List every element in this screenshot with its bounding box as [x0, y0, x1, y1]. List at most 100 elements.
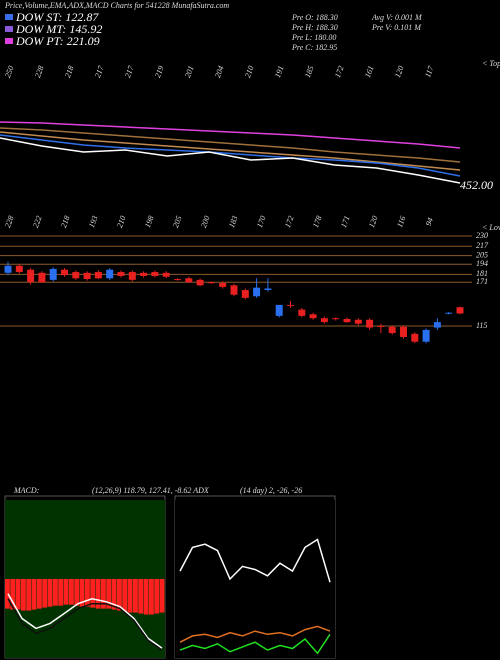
low-label: 200: [199, 215, 212, 229]
histogram-bar: [138, 579, 144, 614]
low-label: 198: [143, 215, 156, 229]
info-text: Pre C: 182.95: [291, 43, 337, 52]
histogram-bar: [95, 579, 101, 609]
histogram-bar: [69, 579, 74, 605]
low-label: 228: [3, 215, 16, 229]
top-label: 250: [3, 65, 16, 79]
line-series: [0, 134, 461, 177]
info-text: Pre V: 0.101 M: [371, 23, 422, 32]
histogram-bar: [101, 579, 106, 609]
candle-body: [219, 282, 227, 287]
top-label: 185: [303, 65, 316, 79]
candle-body: [185, 278, 193, 283]
top-label: 219: [153, 65, 166, 79]
legend-swatch: [5, 14, 13, 20]
candle-body: [94, 272, 102, 279]
low-label: 178: [311, 215, 324, 229]
tops-caption: < Tops: [482, 59, 500, 68]
candle-body: [400, 326, 407, 337]
candle-body: [230, 285, 238, 295]
candle-body: [422, 329, 430, 342]
histogram-bar: [159, 579, 165, 613]
candle-body: [445, 312, 453, 314]
info-text: Avg V: 0.001 M: [371, 13, 423, 22]
candle-body: [128, 272, 136, 280]
candle-body: [38, 272, 46, 283]
candle-body: [196, 279, 204, 286]
histogram-bar: [37, 579, 42, 609]
histogram-bar: [10, 579, 16, 610]
y-tick-label: 217: [476, 241, 489, 250]
histogram-bar: [85, 579, 90, 607]
y-tick-label: 171: [476, 277, 488, 286]
candle-body: [298, 309, 306, 316]
candle-body: [15, 265, 23, 273]
line-series: [7, 598, 163, 651]
candle-body: [354, 319, 362, 324]
top-label: 201: [183, 65, 196, 79]
candle-body: [332, 318, 340, 320]
panel-bg: [175, 500, 335, 658]
info-text: Pre O: 188.30: [291, 13, 338, 22]
candle-body: [275, 304, 283, 316]
candle-body: [388, 326, 396, 334]
histogram-bar: [5, 579, 10, 609]
legend-text: DOW MT: 145.92: [15, 22, 102, 36]
chart-title: Price,Volume,EMA,ADX,MACD Charts for 541…: [4, 1, 229, 10]
candle-body: [117, 272, 125, 276]
histogram-bar: [42, 579, 48, 608]
histogram-bar: [26, 579, 32, 611]
histogram-bar: [117, 579, 122, 611]
candle-body: [4, 265, 12, 273]
low-label: 205: [171, 215, 184, 229]
low-label: 94: [424, 216, 435, 227]
top-label: 218: [63, 65, 76, 79]
histogram-bar: [149, 579, 154, 615]
line-series: [7, 593, 163, 649]
candle-body: [140, 272, 148, 276]
candle-body: [72, 272, 80, 279]
candle-body: [411, 333, 419, 342]
histogram-bar: [143, 579, 149, 615]
y-tick-label: 205: [476, 250, 488, 259]
top-label: 217: [123, 64, 136, 79]
line-series: [0, 127, 461, 163]
candle-body: [377, 326, 385, 328]
top-label: 204: [213, 65, 226, 79]
info-text: Pre L: 180.00: [291, 33, 336, 42]
low-label: 222: [31, 215, 44, 229]
histogram-bar: [106, 579, 112, 609]
low-label: 170: [255, 215, 268, 229]
info-text: Pre H: 188.30: [291, 23, 338, 32]
histogram-bar: [133, 579, 138, 613]
candle-body: [366, 319, 374, 328]
legend-swatch: [5, 38, 13, 44]
histogram-bar: [127, 579, 133, 613]
histogram-bar: [63, 579, 69, 605]
macd-label: MACD:: [13, 486, 40, 495]
top-label: 191: [273, 65, 286, 79]
line-series: [179, 625, 331, 643]
legend-text: DOW PT: 221.09: [15, 34, 100, 48]
candle-body: [433, 322, 441, 328]
histogram-bar: [53, 579, 58, 606]
line-series: [179, 538, 331, 583]
legend-text: DOW ST: 122.87: [15, 10, 99, 24]
top-label: 210: [243, 65, 256, 79]
top-label: 117: [423, 64, 436, 79]
histogram-bar: [74, 579, 80, 606]
candle-body: [83, 272, 91, 280]
line-series: [0, 121, 461, 149]
top-label: 161: [363, 65, 376, 79]
low-label: 120: [367, 215, 380, 229]
candle-body: [241, 290, 249, 298]
low-label: 183: [227, 215, 240, 229]
candle-body: [320, 318, 328, 323]
y-tick-label: 230: [476, 231, 488, 240]
histogram-bar: [90, 579, 96, 608]
candle-body: [27, 269, 35, 283]
low-label: 210: [115, 215, 128, 229]
candle-body: [61, 269, 68, 276]
line-series: [0, 137, 461, 184]
